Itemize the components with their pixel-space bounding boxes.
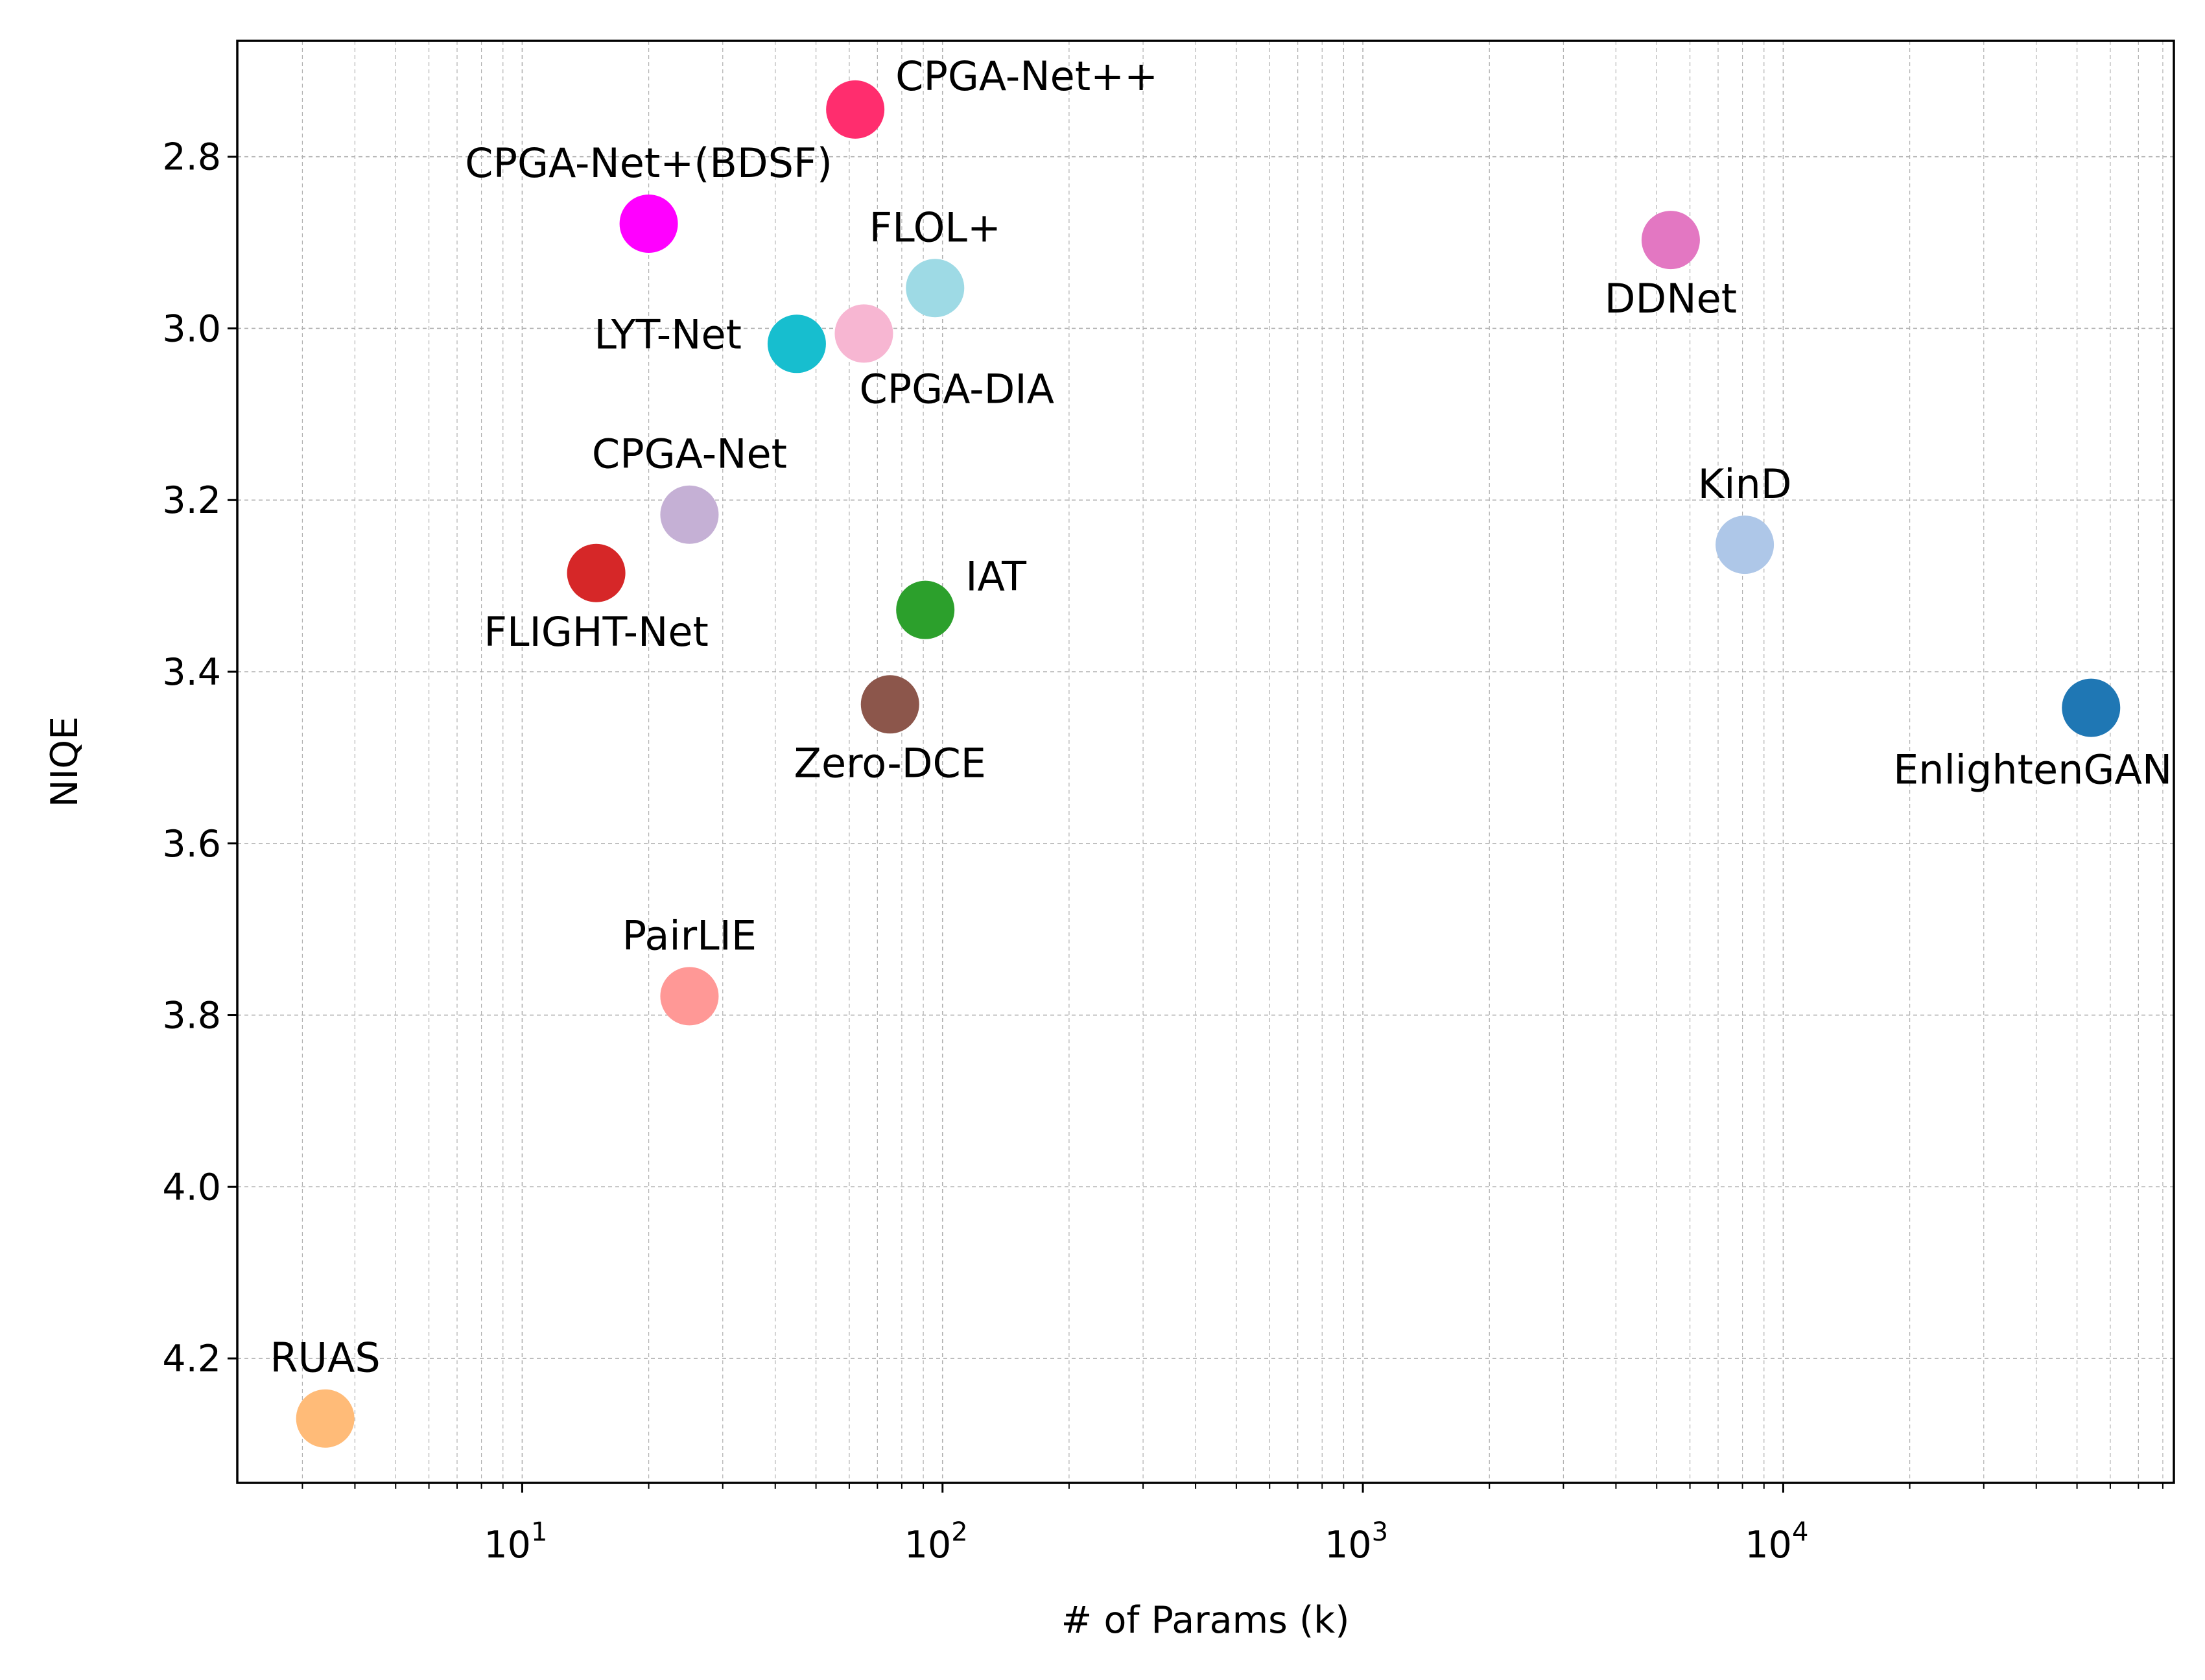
x-tick-label: 102: [904, 1517, 968, 1567]
x-tick-label-exponent: 4: [1792, 1517, 1808, 1547]
x-tick-label: 104: [1745, 1517, 1808, 1567]
data-point-label: IAT: [965, 553, 1027, 600]
y-tick-label: 4.0: [162, 1166, 221, 1209]
x-tick-label-exponent: 2: [951, 1517, 967, 1547]
x-tick-label-base: 10: [1745, 1524, 1792, 1567]
grid-lines: [237, 41, 2174, 1483]
data-point: [1716, 515, 1775, 574]
data-point: [2062, 678, 2121, 737]
data-point-label: RUAS: [270, 1334, 381, 1382]
data-point: [896, 580, 955, 639]
y-tick-label: 3.6: [162, 823, 221, 866]
point-labels: CPGA-Net++ CPGA-Net+(BDSF) DDNet FLOL+ CPGA-…: [270, 53, 2173, 1382]
y-tick-label: 4.2: [162, 1338, 221, 1380]
plot-area-frame: [236, 40, 2175, 1484]
data-point: [660, 967, 719, 1026]
x-tick-label-exponent: 3: [1372, 1517, 1388, 1547]
data-point-label: FLIGHT-Net: [484, 608, 709, 656]
x-axis-label: # of Params (k): [1061, 1599, 1350, 1642]
data-point-label: PairLIE: [622, 912, 757, 959]
data-point-label: DDNet: [1605, 275, 1737, 322]
data-point-label: Zero-DCE: [794, 739, 986, 787]
y-tick-label: 3.8: [162, 995, 221, 1037]
data-point: [860, 675, 919, 734]
data-point-label: EnlightenGAN: [1893, 746, 2172, 794]
data-point: [834, 304, 893, 363]
x-tick-label-exponent: 1: [531, 1517, 547, 1547]
data-point: [619, 194, 678, 253]
data-point: [826, 80, 885, 139]
data-point-label: KinD: [1698, 460, 1792, 508]
y-tick-label: 3.2: [162, 479, 221, 522]
x-tick-label: 103: [1325, 1517, 1388, 1567]
data-point-label: CPGA-DIA: [859, 365, 1054, 412]
data-point: [906, 259, 965, 318]
x-tick-label: 101: [484, 1517, 547, 1567]
data-point-label: CPGA-Net+(BDSF): [465, 139, 832, 187]
data-points: [296, 80, 2121, 1448]
y-tick-label: 3.0: [162, 307, 221, 350]
x-tick-label-base: 10: [1325, 1524, 1372, 1567]
y-tick-label: 2.8: [162, 136, 221, 179]
data-point: [660, 485, 719, 544]
data-point-label: LYT-Net: [594, 311, 742, 358]
data-point: [567, 543, 626, 602]
data-point: [296, 1389, 355, 1448]
data-point-label: CPGA-Net: [592, 431, 787, 478]
data-point: [1641, 211, 1700, 270]
y-tick-label: 3.4: [162, 651, 221, 694]
x-tick-label-base: 10: [484, 1524, 531, 1567]
data-point: [767, 314, 826, 373]
x-tick-label-base: 10: [904, 1524, 952, 1567]
data-point-label: CPGA-Net++: [895, 53, 1158, 100]
data-point-label: FLOL+: [869, 204, 1001, 251]
y-axis-label: NIQE: [43, 716, 86, 807]
